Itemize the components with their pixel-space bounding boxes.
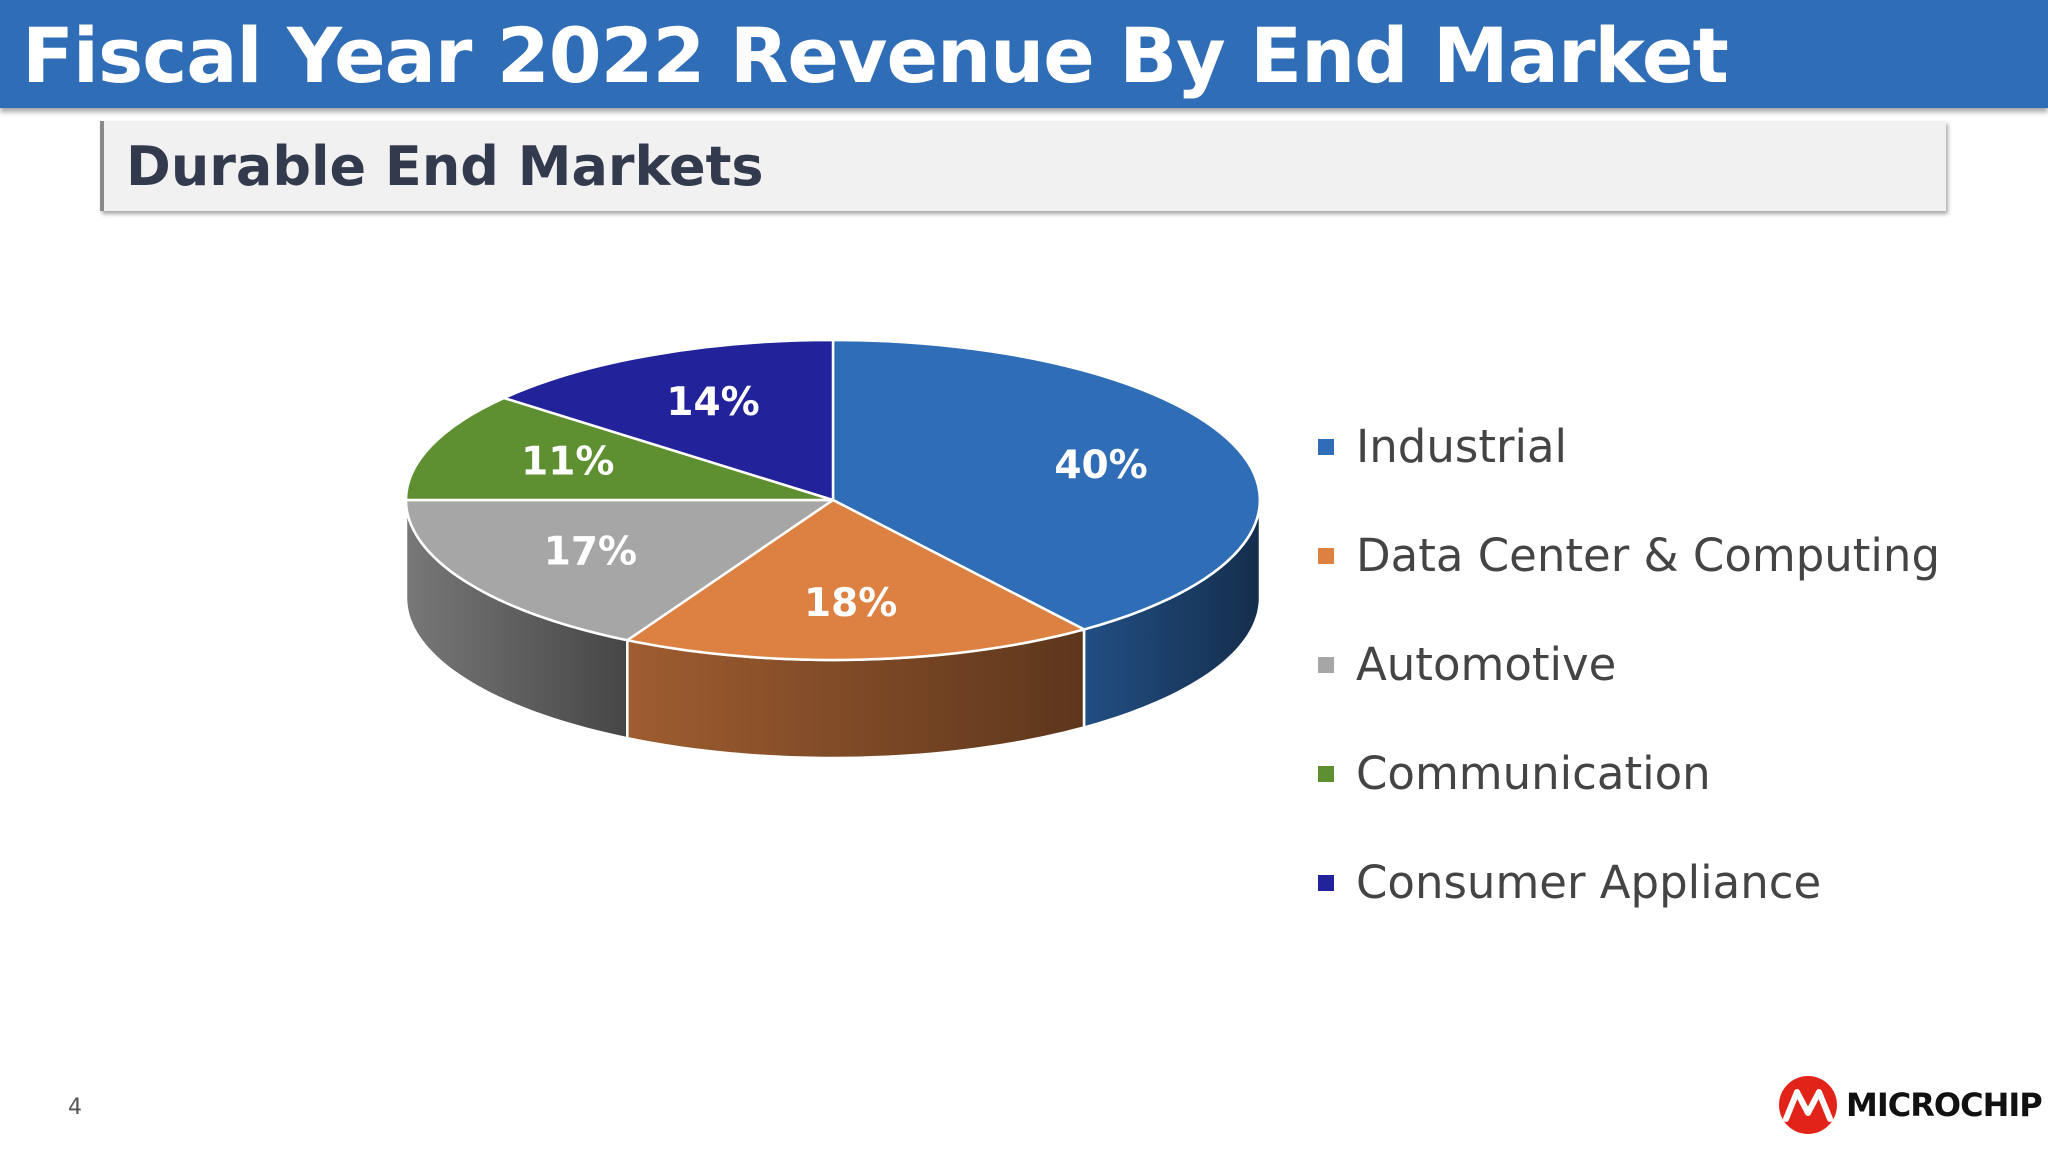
chart-legend: Industrial Data Center & Computing Automot… [1318,392,2018,937]
data-label-data-center-computing: 18% [804,581,897,626]
pie-slice-industrial [831,338,1262,631]
legend-swatch [1318,765,1334,782]
data-label-automotive: 17% [544,529,637,574]
data-label-consumer-appliance: 14% [666,380,759,425]
legend-label: Industrial [1356,420,1568,473]
company-logo: MICROCHIP [1778,1074,2043,1136]
legend-label: Data Center & Computing [1356,529,1941,582]
legend-swatch [1318,874,1334,891]
pie-slice-automotive [404,498,835,642]
page-title: Fiscal Year 2022 Revenue By End Market [22,11,1729,100]
legend-item-consumer-appliance: Consumer Appliance [1318,828,2018,937]
legend-item-data-center-computing: Data Center & Computing [1318,501,2018,610]
legend-item-automotive: Automotive [1318,610,2018,719]
microchip-logo-icon [1779,1076,1837,1134]
legend-swatch [1318,438,1334,455]
data-label-industrial: 40% [1054,443,1147,488]
legend-label: Automotive [1356,638,1617,691]
pie-slice-communication [404,396,835,502]
section-subtitle: Durable End Markets [126,135,764,198]
legend-item-industrial: Industrial [1318,392,2018,501]
pie-slice-data-center-computing [626,498,1086,662]
legend-label: Communication [1356,747,1711,800]
legend-swatch [1318,547,1334,564]
logo-wordmark: MICROCHIP [1846,1086,2043,1124]
legend-label: Consumer Appliance [1356,856,1822,909]
data-label-communication: 11% [521,440,614,485]
page-number: 4 [68,1095,82,1120]
pie-labels: 40% 18% 17% 11% 14% [521,380,1148,626]
pie-slice-consumer-appliance [502,338,835,502]
pie-top [404,338,1262,662]
legend-swatch [1318,656,1334,673]
title-bar: Fiscal Year 2022 Revenue By End Market [0,0,2048,108]
legend-item-communication: Communication [1318,719,2018,828]
subtitle-bar: Durable End Markets [100,121,1946,211]
